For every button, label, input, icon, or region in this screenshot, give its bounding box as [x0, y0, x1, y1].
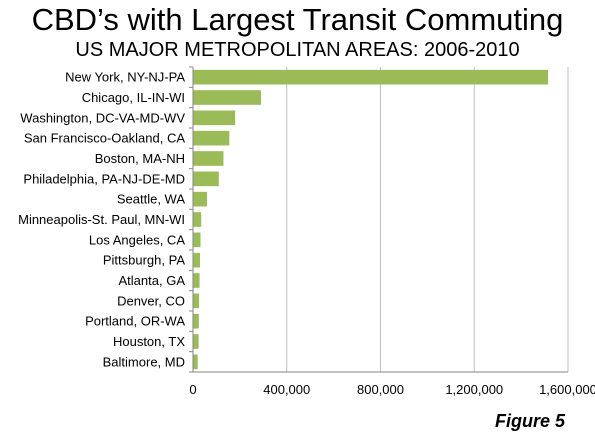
x-tick-label: 1,200,000 — [445, 382, 503, 397]
category-label: Houston, TX — [113, 334, 185, 349]
category-label: Denver, CO — [117, 293, 185, 308]
bar — [193, 191, 208, 207]
figure-label: Figure 5 — [494, 411, 565, 431]
gridlines — [286, 67, 569, 372]
category-label: Boston, MA-NH — [95, 151, 185, 166]
category-label: Seattle, WA — [117, 192, 185, 207]
x-tick-label: 0 — [189, 382, 196, 397]
bar — [193, 252, 201, 268]
bar — [193, 293, 200, 309]
bar — [193, 334, 199, 349]
bar — [193, 171, 219, 187]
category-labels: New York, NY-NJ-PA Chicago, IL-IN-WI Washi… — [18, 70, 185, 370]
chart-subtitle: US MAJOR METROPOLITAN AREAS: 2006-2010 — [75, 39, 520, 61]
bar — [193, 273, 200, 288]
bar — [193, 232, 201, 248]
category-label: Atlanta, GA — [119, 273, 186, 288]
category-label: Philadelphia, PA-NJ-DE-MD — [23, 171, 185, 186]
x-tick-label: 800,000 — [357, 382, 404, 397]
category-label: Portland, OR-WA — [85, 314, 185, 329]
bar — [193, 354, 198, 370]
axes — [189, 66, 568, 373]
bar — [193, 313, 199, 329]
category-label: Chicago, IL-IN-WI — [82, 90, 185, 105]
bar — [193, 69, 549, 85]
bar — [193, 151, 224, 166]
tick-labels: 0 400,000 800,000 1,200,000 1,600,000 — [189, 382, 595, 397]
bars — [193, 69, 549, 370]
bar — [193, 110, 236, 126]
bar — [193, 130, 230, 146]
bar — [193, 90, 261, 105]
x-tick-label: 400,000 — [263, 382, 310, 397]
x-tick-label: 1,600,000 — [539, 382, 595, 397]
chart-title: CBD’s with Largest Transit Commuting — [31, 2, 564, 37]
category-label: San Francisco-Oakland, CA — [24, 131, 185, 146]
category-label: Los Angeles, CA — [89, 232, 185, 247]
category-label: New York, NY-NJ-PA — [65, 70, 185, 85]
category-label: Baltimore, MD — [103, 354, 185, 369]
category-label: Washington, DC-VA-MD-WV — [20, 110, 185, 125]
category-label: Pittsburgh, PA — [103, 253, 185, 268]
bar — [193, 212, 202, 227]
category-label: Minneapolis-St. Paul, MN-WI — [18, 212, 185, 227]
